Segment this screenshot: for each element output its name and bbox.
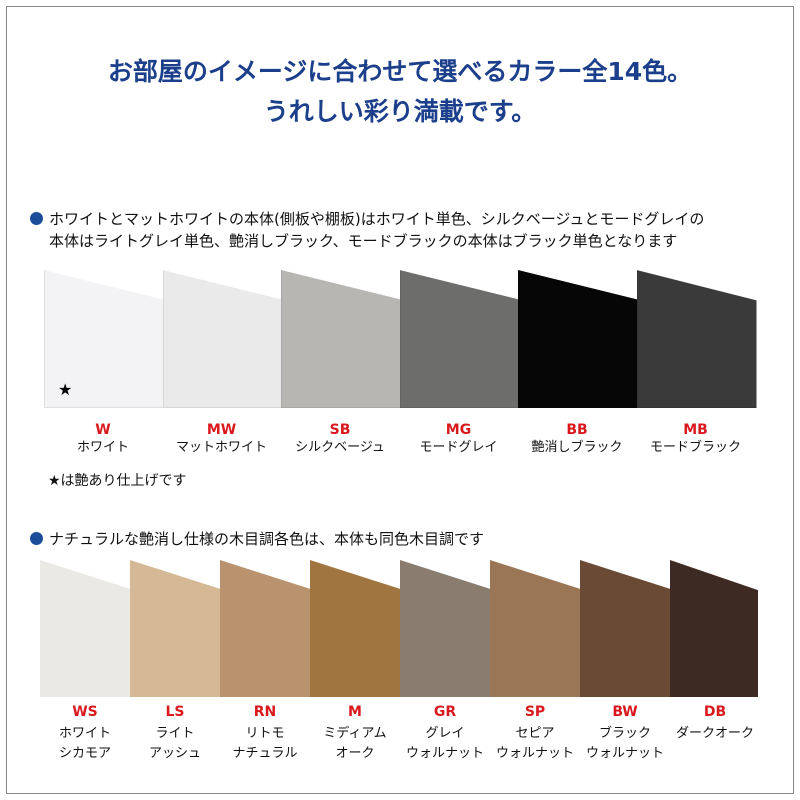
headline-line2: うれしい彩り満載です。 [263, 97, 537, 126]
color-code: DB [703, 704, 727, 720]
color-code: LS [165, 704, 185, 720]
color-name: ホワイト [76, 440, 129, 455]
color-name-line2: ウォルナット [585, 746, 664, 761]
color-code: SB [329, 422, 351, 438]
color-name-line2: アッシュ [148, 746, 201, 761]
color-code: WS [72, 704, 98, 720]
color-name-line1: ミディアム [323, 726, 387, 741]
color-name: モードグレイ [419, 440, 498, 455]
gloss-star-mark: ★ [58, 380, 73, 399]
color-name-line1: ダークオーク [675, 726, 754, 741]
color-name: マットホワイト [175, 440, 267, 455]
color-name: モードブラック [649, 440, 741, 455]
color-code: W [95, 422, 111, 438]
color-name-line2: ウォルナット [495, 746, 574, 761]
section2-note: ナチュラルな艶消し仕様の木目調各色は、本体も同色木目調です [30, 528, 484, 550]
color-code: MB [683, 422, 708, 438]
color-name-line1: セピア [515, 726, 555, 741]
color-code: SP [524, 704, 546, 720]
color-name-line2: ナチュラル [232, 746, 298, 761]
note-text: ナチュラルな艶消し仕様の木目調各色は、本体も同色木目調です [49, 530, 485, 548]
frame [6, 6, 794, 794]
color-name-line2: シカモア [58, 746, 111, 761]
gloss-note: ★は艶あり仕上げです [48, 473, 187, 489]
color-code: RN [253, 704, 277, 720]
color-name-line1: ブラック [598, 726, 651, 741]
color-name: シルクベージュ [295, 440, 385, 455]
color-name-line2: ウォルナット [405, 746, 484, 761]
color-code: MW [206, 422, 237, 438]
color-code: GR [433, 704, 457, 720]
color-code: BB [566, 422, 588, 438]
color-name-line2: オーク [335, 746, 375, 761]
note-line2: 本体はライトグレイ単色、艶消しブラック、モードブラックの本体はブラック単色となり… [49, 232, 678, 250]
color-name: 艶消しブラック [531, 440, 623, 455]
color-name-line1: リトモ [245, 726, 285, 741]
section1-note: ホワイトとマットホワイトの本体(側板や棚板)はホワイト単色、シルクベージュとモー… [30, 208, 704, 252]
color-name-line1: グレイ [425, 726, 465, 741]
color-name-line1: ホワイト [58, 726, 111, 741]
color-code: M [348, 704, 362, 720]
note-line1: ホワイトとマットホワイトの本体(側板や棚板)はホワイト単色、シルクベージュとモー… [49, 210, 705, 228]
bullet-icon [30, 212, 43, 225]
color-code: BW [612, 704, 638, 720]
color-code: MG [445, 422, 472, 438]
color-name-line1: ライト [155, 726, 195, 741]
bullet-icon [30, 532, 43, 545]
headline-line1: お部屋のイメージに合わせて選べるカラー全14色。 [107, 57, 693, 86]
